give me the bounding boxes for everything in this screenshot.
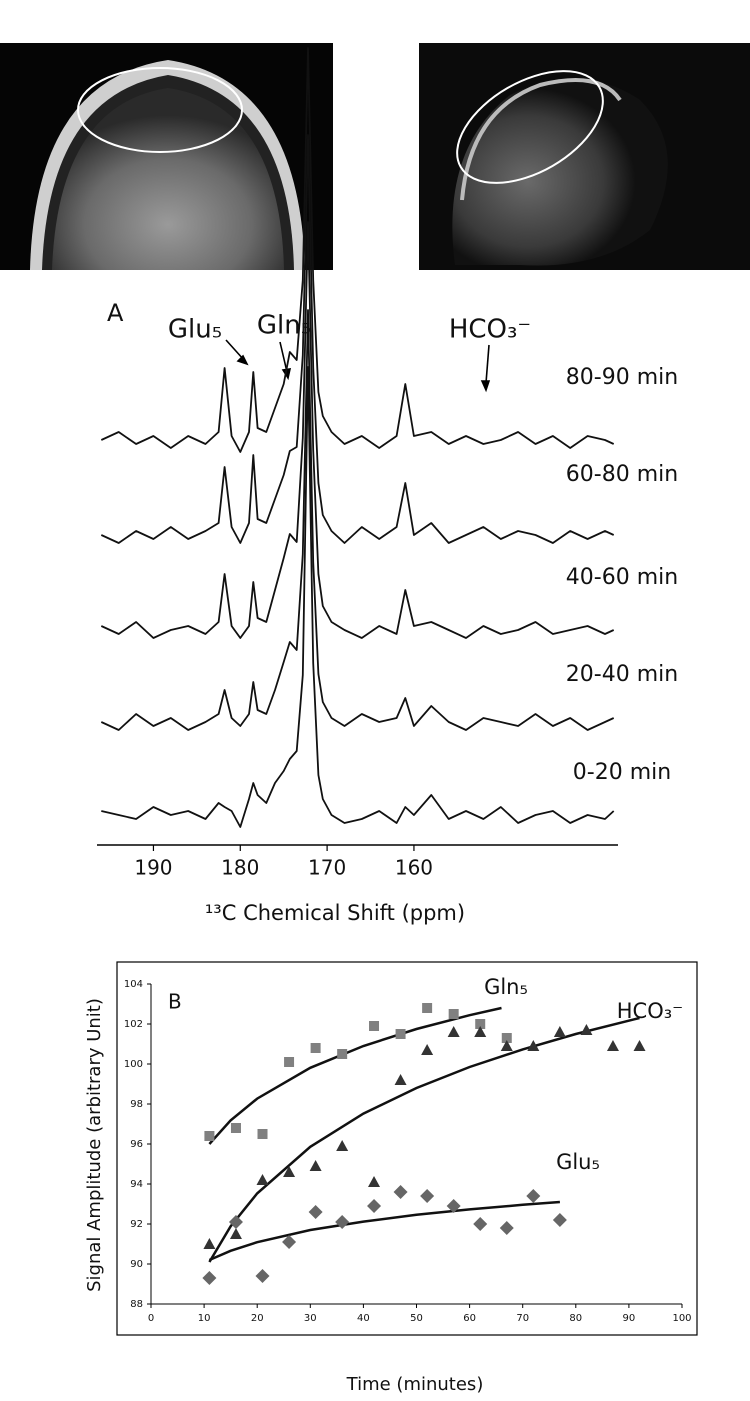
peak-label: HCO₃⁻ (449, 315, 531, 345)
marker-square (230, 1123, 241, 1133)
marker-diamond (367, 1199, 382, 1213)
marker-triangle (633, 1040, 646, 1051)
series-label: 60-80 min (566, 462, 678, 487)
marker-square (257, 1129, 268, 1139)
marker-diamond (202, 1271, 217, 1285)
x-tick-label: 60 (463, 1313, 476, 1324)
series-label: 40-60 min (566, 565, 678, 590)
x-tick-label: 160 (395, 856, 433, 880)
peak-label: Gln₅ (257, 311, 311, 341)
spectrum-line (100, 134, 615, 544)
series-label: Glu₅ (556, 1150, 600, 1174)
y-tick-label: 94 (130, 1179, 143, 1190)
spectrum-line (100, 309, 615, 731)
marker-triangle (203, 1238, 216, 1249)
marker-diamond (282, 1235, 297, 1249)
marker-diamond (473, 1217, 488, 1231)
marker-square (448, 1009, 459, 1019)
marker-diamond (228, 1215, 243, 1229)
marker-diamond (393, 1185, 408, 1199)
marker-diamond (499, 1221, 514, 1235)
y-axis-label: Signal Amplitude (arbitrary Unit) (84, 998, 105, 1292)
panel-frame (116, 961, 698, 1336)
marker-diamond (526, 1189, 541, 1203)
marker-square (422, 1003, 433, 1013)
marker-triangle (368, 1176, 381, 1187)
panel-label: B (168, 990, 182, 1014)
marker-square (369, 1021, 380, 1031)
marker-diamond (255, 1269, 270, 1283)
marker-triangle (500, 1040, 513, 1051)
x-tick-label: 40 (357, 1313, 370, 1324)
marker-diamond (420, 1189, 435, 1203)
peak-label: Glu₅ (168, 315, 222, 345)
y-tick-label: 100 (124, 1059, 143, 1070)
y-tick-label: 98 (130, 1099, 143, 1110)
y-tick-label: 92 (130, 1219, 143, 1230)
series-label: 20-40 min (566, 662, 678, 687)
x-axis-label: ¹³C Chemical Shift (ppm) (205, 901, 465, 925)
y-tick-label: 104 (124, 979, 143, 990)
marker-square (395, 1029, 406, 1039)
x-tick-label: 170 (308, 856, 346, 880)
marker-triangle (527, 1040, 540, 1051)
marker-square (475, 1019, 486, 1029)
x-tick-label: 20 (251, 1313, 264, 1324)
marker-square (310, 1043, 321, 1053)
mri-sagittal (419, 43, 750, 270)
marker-triangle (447, 1026, 460, 1037)
mri-axial (0, 43, 333, 270)
marker-triangle (283, 1166, 296, 1177)
marker-triangle (580, 1024, 593, 1035)
x-axis-label: Time (minutes) (346, 1374, 484, 1395)
marker-diamond (335, 1215, 350, 1229)
marker-triangle (553, 1026, 566, 1037)
y-tick-label: 102 (124, 1019, 143, 1030)
fit-curve (208, 1016, 640, 1263)
x-tick-label: 10 (198, 1313, 211, 1324)
x-tick-label: 190 (134, 856, 172, 880)
marker-triangle (474, 1026, 487, 1037)
x-tick-label: 180 (221, 856, 259, 880)
marker-triangle (256, 1174, 269, 1185)
marker-triangle (229, 1228, 242, 1239)
marker-triangle (421, 1044, 434, 1055)
marker-triangle (606, 1040, 619, 1051)
marker-triangle (309, 1160, 322, 1171)
marker-square (284, 1057, 295, 1067)
x-tick-label: 100 (672, 1313, 691, 1324)
marker-diamond (552, 1213, 567, 1227)
marker-diamond (446, 1199, 461, 1213)
y-tick-label: 88 (130, 1299, 143, 1310)
series-label: Gln₅ (484, 975, 528, 999)
x-tick-label: 0 (148, 1313, 154, 1324)
x-tick-label: 70 (516, 1313, 529, 1324)
spectrum-line (100, 221, 615, 639)
marker-square (204, 1131, 215, 1141)
marker-triangle (336, 1140, 349, 1151)
marker-square (337, 1049, 348, 1059)
series-label: 80-90 min (566, 365, 678, 390)
marker-triangle (394, 1074, 407, 1085)
fit-curve (208, 1006, 502, 1145)
x-tick-label: 90 (623, 1313, 636, 1324)
marker-diamond (308, 1205, 323, 1219)
series-label: HCO₃⁻ (617, 999, 684, 1023)
x-tick-label: 50 (410, 1313, 423, 1324)
fit-curve (208, 1200, 560, 1262)
panel-label: A (107, 299, 124, 327)
spectrum-line (100, 47, 615, 453)
spectrum-line (101, 366, 615, 828)
arrows (225, 339, 491, 393)
marker-square (501, 1033, 512, 1043)
y-tick-label: 96 (130, 1139, 143, 1150)
y-tick-label: 90 (130, 1259, 143, 1270)
x-tick-label: 80 (569, 1313, 582, 1324)
series-label: 0-20 min (573, 760, 671, 785)
x-tick-label: 30 (304, 1313, 317, 1324)
